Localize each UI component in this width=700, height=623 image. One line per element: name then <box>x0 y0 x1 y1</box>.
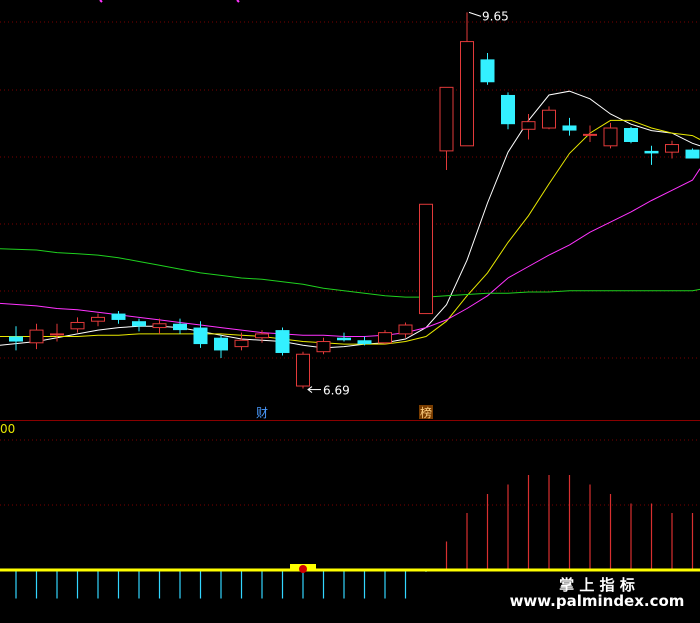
candle-body <box>501 94 515 125</box>
candle <box>316 337 331 355</box>
candle <box>562 117 577 136</box>
low-price-label: 6.69 <box>323 384 350 398</box>
candle <box>70 317 85 333</box>
candle-body <box>255 333 269 339</box>
candle <box>644 145 659 165</box>
candle-body <box>173 323 187 331</box>
candle <box>378 330 392 345</box>
candle-body <box>562 125 577 131</box>
candle-body <box>132 321 146 327</box>
price-panel-frame <box>0 0 700 421</box>
candle <box>29 323 44 350</box>
candle-body <box>398 324 413 335</box>
candle-body <box>9 336 23 342</box>
event-marker: 财 <box>256 406 268 420</box>
candle-body <box>316 341 331 353</box>
high-arrow <box>468 11 482 17</box>
candle-body <box>111 313 126 320</box>
candle-body <box>357 340 372 345</box>
candle <box>152 318 167 334</box>
candle <box>193 321 208 348</box>
candle-body <box>624 128 638 142</box>
candle <box>624 126 638 144</box>
top-edge-mark <box>99 0 103 3</box>
candle-body <box>234 339 249 348</box>
candle-body <box>152 323 167 329</box>
event-marker: 榜 <box>420 405 432 420</box>
candle-body <box>644 150 659 154</box>
candle-body <box>480 59 495 83</box>
candle-body <box>439 86 454 152</box>
candle <box>480 53 495 85</box>
candle <box>275 327 290 356</box>
candle <box>296 351 310 389</box>
candle-body <box>542 109 556 129</box>
candle-body <box>296 353 310 387</box>
candle-body <box>29 329 44 344</box>
candle <box>234 332 249 351</box>
candle-body <box>214 337 228 351</box>
indicator-zero-line <box>0 564 700 573</box>
candle-body <box>50 333 64 336</box>
watermark: 掌 上 指 标 www.palmindex.com <box>510 576 685 610</box>
high-price-label: 9.65 <box>482 9 509 23</box>
candle-body <box>460 41 474 147</box>
candle-body <box>583 133 597 136</box>
candle <box>521 114 536 140</box>
candle <box>357 336 372 346</box>
candle <box>214 335 228 359</box>
candle <box>255 330 269 343</box>
candle-body <box>193 327 208 345</box>
event-marker-bg <box>419 405 433 419</box>
candle <box>603 122 618 149</box>
price-panel-grid <box>0 21 700 359</box>
candle <box>50 323 64 342</box>
low-arrow-head <box>307 386 313 393</box>
candle <box>583 125 597 142</box>
candle-body <box>419 203 433 315</box>
candle <box>501 92 515 130</box>
candlesticks <box>9 12 700 389</box>
indicator-panel-grid <box>0 439 700 506</box>
candle <box>9 326 23 351</box>
candle <box>111 311 126 324</box>
candle-body <box>337 337 351 341</box>
candle <box>337 332 351 342</box>
top-edge-mark <box>236 0 240 3</box>
candle <box>173 318 187 334</box>
candle-body <box>70 321 85 330</box>
candle-body <box>275 330 290 353</box>
watermark-title: 掌 上 指 标 <box>559 576 635 594</box>
candle-body <box>603 127 618 147</box>
candle <box>665 140 679 159</box>
candle <box>132 318 146 332</box>
candle <box>460 12 474 147</box>
candle <box>398 322 413 338</box>
indicator-bars <box>15 475 694 599</box>
candle-body <box>378 332 392 344</box>
candle-body <box>665 144 679 153</box>
price-annotations: 9.65 6.69 <box>307 9 509 398</box>
candle <box>542 106 556 130</box>
moving-average-line <box>0 248 700 298</box>
event-markers: 财榜 <box>256 405 433 420</box>
indicator-axis-label: 00 <box>0 422 15 436</box>
candle-body <box>521 121 536 130</box>
candle <box>419 203 433 315</box>
candle <box>91 313 105 327</box>
watermark-url: www.palmindex.com <box>510 592 685 610</box>
candle-body <box>91 316 105 322</box>
candle <box>685 148 700 159</box>
candle-body <box>685 149 700 159</box>
candle <box>439 86 454 170</box>
signal-dot <box>299 565 307 573</box>
